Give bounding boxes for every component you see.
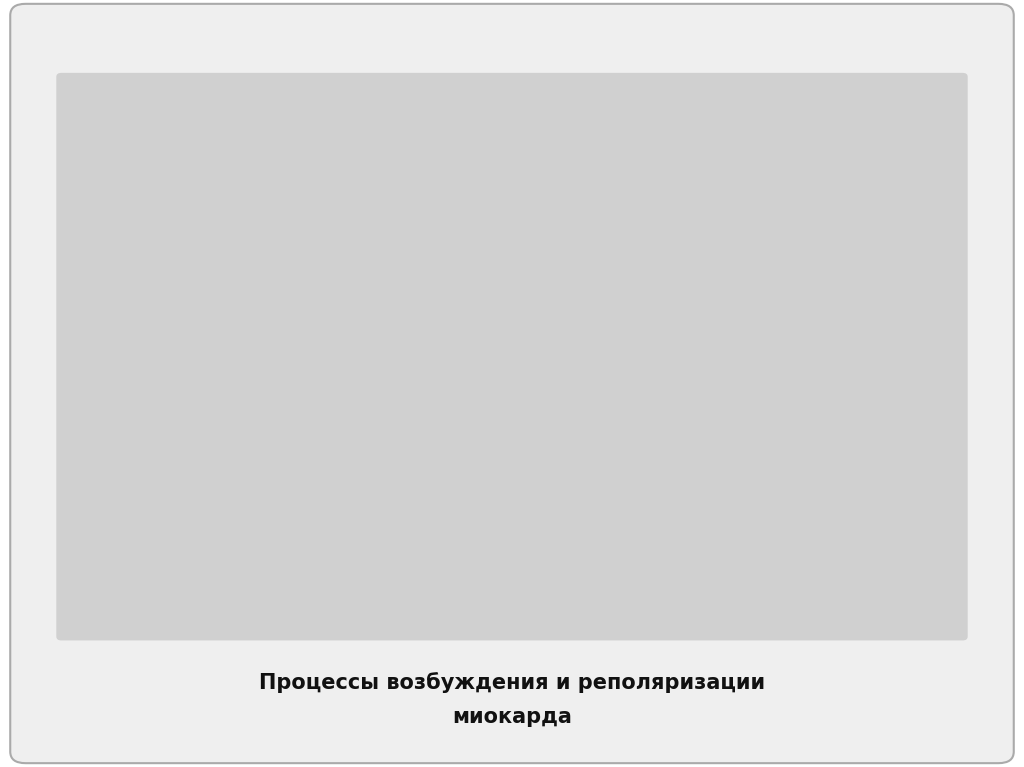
Text: Q: Q <box>269 518 290 542</box>
Text: миокарда: миокарда <box>452 707 572 727</box>
Text: P: P <box>152 336 170 360</box>
Text: возбуждения: возбуждения <box>194 607 321 626</box>
Text: Процесс: Процесс <box>218 575 297 594</box>
Text: (угасание возбуждения): (угасание возбуждения) <box>481 68 715 107</box>
Text: Процессы возбуждения и реполяризации: Процессы возбуждения и реполяризации <box>259 672 765 693</box>
Text: T: T <box>495 307 512 331</box>
Text: S: S <box>360 540 378 564</box>
Text: R: R <box>297 137 316 160</box>
Text: Процесс реполяризации: Процесс реполяризации <box>481 90 714 107</box>
